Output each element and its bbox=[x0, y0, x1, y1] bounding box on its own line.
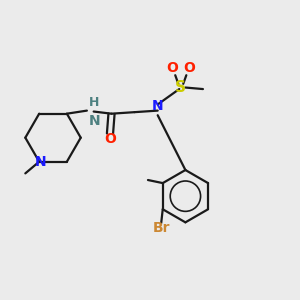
Text: N: N bbox=[152, 99, 164, 113]
Text: N: N bbox=[35, 155, 46, 169]
Text: O: O bbox=[184, 61, 195, 75]
Text: O: O bbox=[104, 132, 116, 146]
Text: H: H bbox=[88, 96, 99, 109]
Text: O: O bbox=[166, 61, 178, 75]
Text: N: N bbox=[88, 114, 100, 128]
Text: Br: Br bbox=[152, 221, 170, 235]
Text: S: S bbox=[175, 80, 186, 95]
